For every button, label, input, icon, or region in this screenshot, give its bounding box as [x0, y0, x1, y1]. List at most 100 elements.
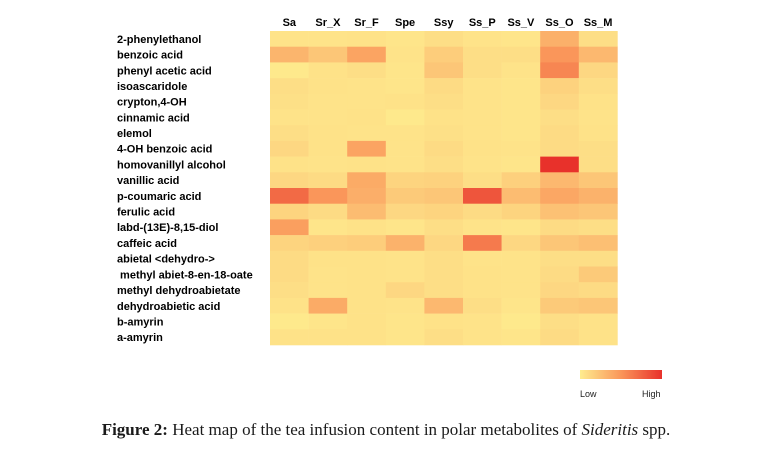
heatmap-cell: [385, 266, 425, 283]
heatmap-cell: [501, 46, 541, 63]
heatmap-cell: [385, 219, 425, 236]
heatmap-cell: [463, 188, 502, 204]
heatmap-cell: [578, 250, 618, 267]
row-label: a-amyrin: [117, 332, 163, 344]
row-labels: 2-phenylethanol benzoic acid phenyl acetic…: [117, 34, 253, 344]
column-label: Sr_F: [354, 17, 379, 29]
heatmap-cell: [578, 31, 618, 47]
row-label: crypton,4-OH: [117, 97, 187, 109]
heatmap-cell: [424, 172, 464, 189]
column-label: Ssy: [434, 17, 454, 29]
row-label: methyl abiet-8-en-18-oate: [117, 269, 253, 281]
heatmap-cell: [540, 78, 580, 95]
heatmap-cell: [540, 93, 580, 110]
heatmap-cell: [501, 188, 541, 204]
heatmap-cell: [308, 46, 348, 63]
heatmap-cell: [578, 93, 618, 110]
heatmap-cell: [270, 219, 309, 236]
heatmap-cell: [501, 31, 541, 47]
heatmap-cell: [270, 62, 309, 79]
heatmap-cell: [385, 125, 425, 142]
heatmap-cell: [540, 31, 580, 47]
heatmap-cell: [578, 329, 618, 346]
heatmap-cell: [501, 313, 541, 330]
row-label: methyl dehydroabietate: [117, 285, 240, 297]
heatmap-cell: [270, 31, 309, 47]
heatmap-cell: [424, 266, 464, 283]
legend-gradient-bar: [580, 370, 662, 379]
heatmap-cell: [501, 282, 541, 299]
heatmap-cell: [347, 250, 387, 267]
heatmap-cell: [578, 140, 618, 157]
heatmap-cell: [578, 235, 618, 252]
heatmap-cell: [578, 46, 618, 63]
heatmap-cell: [308, 266, 348, 283]
row-label: labd-(13E)-8,15-diol: [117, 222, 218, 234]
heatmap-cell: [270, 235, 309, 252]
row-label: homovanillyl alcohol: [117, 159, 226, 171]
heatmap-cell: [501, 172, 541, 189]
heatmap-cell: [270, 313, 309, 330]
heatmap-cell: [578, 78, 618, 95]
heatmap-cell: [270, 297, 309, 314]
heatmap-cell: [578, 156, 618, 173]
heatmap-cell: [501, 235, 541, 252]
column-label: Sa: [283, 17, 297, 29]
heatmap-cell: [385, 203, 425, 220]
heatmap-cell: [501, 250, 541, 267]
column-label: Ss_M: [584, 17, 613, 29]
caption-text: Heat map of the tea infusion content in …: [167, 420, 582, 439]
heatmap-cell: [347, 93, 387, 110]
heatmap-cell: [270, 109, 309, 126]
heatmap-cell: [578, 313, 618, 330]
heatmap-cell: [385, 172, 425, 189]
heatmap-cell: [424, 329, 464, 346]
heatmap-cell: [347, 219, 387, 236]
heatmap-cell: [463, 250, 502, 267]
heatmap-cell: [463, 329, 502, 346]
color-legend: Low High: [580, 370, 662, 399]
heatmap-cell: [463, 282, 502, 299]
heatmap-cell: [540, 235, 580, 252]
heatmap-cell: [385, 31, 425, 47]
heatmap-cell: [385, 93, 425, 110]
heatmap-cell: [540, 46, 580, 63]
heatmap-cells: [270, 31, 618, 346]
heatmap-cell: [463, 156, 502, 173]
heatmap-cell: [270, 93, 309, 110]
heatmap-cell: [540, 282, 580, 299]
heatmap-cell: [501, 140, 541, 157]
heatmap-cell: [540, 125, 580, 142]
heatmap-cell: [424, 78, 464, 95]
heatmap-cell: [424, 313, 464, 330]
heatmap-cell: [308, 203, 348, 220]
heatmap-cell: [347, 329, 387, 346]
row-label: vanillic acid: [117, 175, 179, 187]
heatmap-cell: [270, 125, 309, 142]
legend-low-label: Low: [580, 389, 597, 399]
heatmap-cell: [308, 140, 348, 157]
row-label: b-amyrin: [117, 316, 164, 328]
heatmap-cell: [424, 140, 464, 157]
row-label: ferulic acid: [117, 207, 175, 219]
heatmap-cell: [270, 156, 309, 173]
heatmap-cell: [308, 125, 348, 142]
heatmap-cell: [501, 62, 541, 79]
heatmap-cell: [270, 78, 309, 95]
heatmap-cell: [463, 313, 502, 330]
heatmap-cell: [270, 266, 309, 283]
heatmap-cell: [501, 109, 541, 126]
heatmap-cell: [385, 78, 425, 95]
row-label: 4-OH benzoic acid: [117, 144, 212, 156]
heatmap-cell: [578, 109, 618, 126]
heatmap-cell: [385, 156, 425, 173]
heatmap-cell: [424, 62, 464, 79]
heatmap-cell: [424, 203, 464, 220]
heatmap-cell: [347, 140, 387, 157]
heatmap-cell: [463, 297, 502, 314]
heatmap-cell: [347, 62, 387, 79]
heatmap-cell: [308, 109, 348, 126]
column-label: Ss_O: [545, 17, 574, 29]
heatmap-cell: [463, 78, 502, 95]
